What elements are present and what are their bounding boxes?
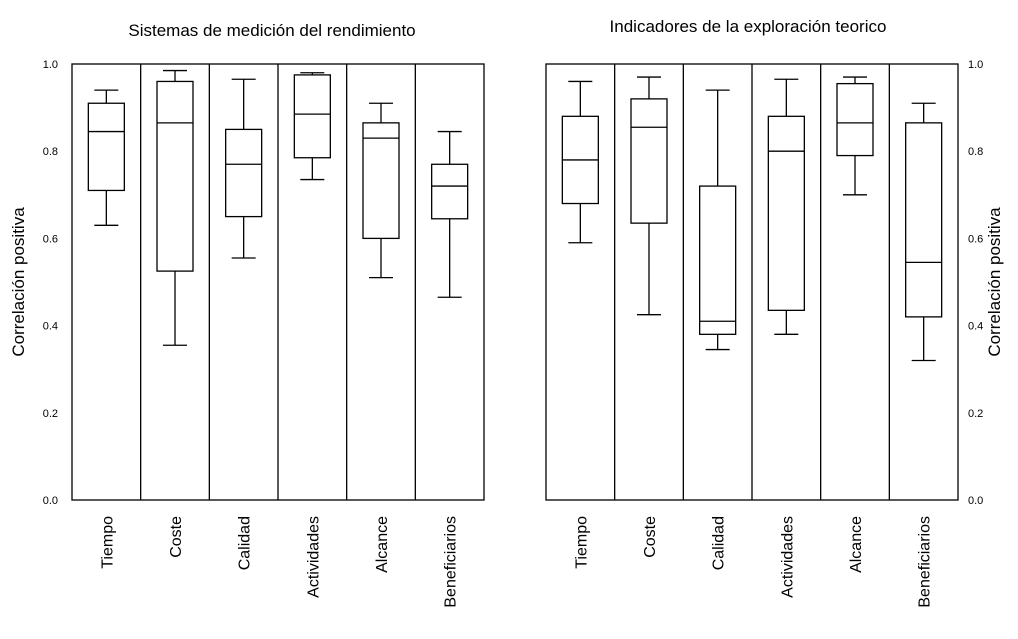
box-calidad [699, 89, 737, 351]
box-alcance [362, 102, 400, 279]
y-tick-label: 0.2 [968, 408, 983, 420]
box-calidad [225, 78, 263, 259]
y-tick-label: 1.0 [968, 59, 983, 71]
y-axis-label: Correlación positiva [985, 207, 1004, 357]
box-coste [156, 69, 194, 346]
x-tick-label: Beneficiarios [917, 516, 934, 608]
y-tick-label: 0.6 [968, 233, 983, 245]
box-actividades [293, 72, 331, 181]
box-iqr [87, 102, 125, 192]
box-iqr [293, 74, 331, 159]
x-tick-label: Beneficiarios [443, 516, 460, 608]
panel-indicadores-exploracion: Indicadores de la exploración teorico Cor… [545, 17, 1004, 608]
box-iqr [156, 80, 194, 272]
x-tick-label: Coste [168, 516, 185, 558]
x-tick-label: Alcance [374, 516, 391, 573]
box-iqr [836, 82, 874, 157]
chart-title: Sistemas de medición del rendimiento [128, 21, 415, 40]
x-tick-label: Actividades [779, 516, 796, 598]
box-tiempo [561, 80, 599, 244]
x-tick-label: Tiempo [573, 516, 590, 569]
box-coste [630, 76, 668, 316]
box-beneficiarios [905, 102, 943, 362]
box-iqr [630, 98, 668, 224]
chart-title: Indicadores de la exploración teorico [610, 17, 887, 36]
panel-sistemas-medicion: Sistemas de medición del rendimiento Corr… [9, 21, 485, 608]
box-beneficiarios [431, 130, 469, 298]
y-tick-label: 0.4 [43, 321, 58, 333]
y-tick-label: 1.0 [43, 59, 58, 71]
x-tick-label: Calidad [711, 516, 728, 570]
x-tick-label: Coste [642, 516, 659, 558]
box-iqr [431, 163, 469, 220]
box-iqr [225, 128, 263, 218]
y-tick-label: 0.2 [43, 408, 58, 420]
y-tick-label: 0.8 [968, 146, 983, 158]
y-axis-label: Correlación positiva [9, 207, 28, 357]
y-tick-label: 0.0 [968, 495, 983, 507]
y-tick-label: 0.8 [43, 146, 58, 158]
box-iqr [699, 185, 737, 335]
x-tick-label: Alcance [848, 516, 865, 573]
x-tick-label: Actividades [305, 516, 322, 598]
box-alcance [836, 76, 874, 196]
x-tick-label: Calidad [237, 516, 254, 570]
box-iqr [905, 122, 943, 318]
box-actividades [767, 78, 805, 335]
box-iqr [767, 115, 805, 311]
box-tiempo [87, 89, 125, 226]
y-tick-label: 0.0 [43, 495, 58, 507]
y-tick-label: 0.6 [43, 233, 58, 245]
box-iqr [362, 122, 400, 240]
y-tick-label: 0.4 [968, 321, 983, 333]
x-tick-label: Tiempo [99, 516, 116, 569]
